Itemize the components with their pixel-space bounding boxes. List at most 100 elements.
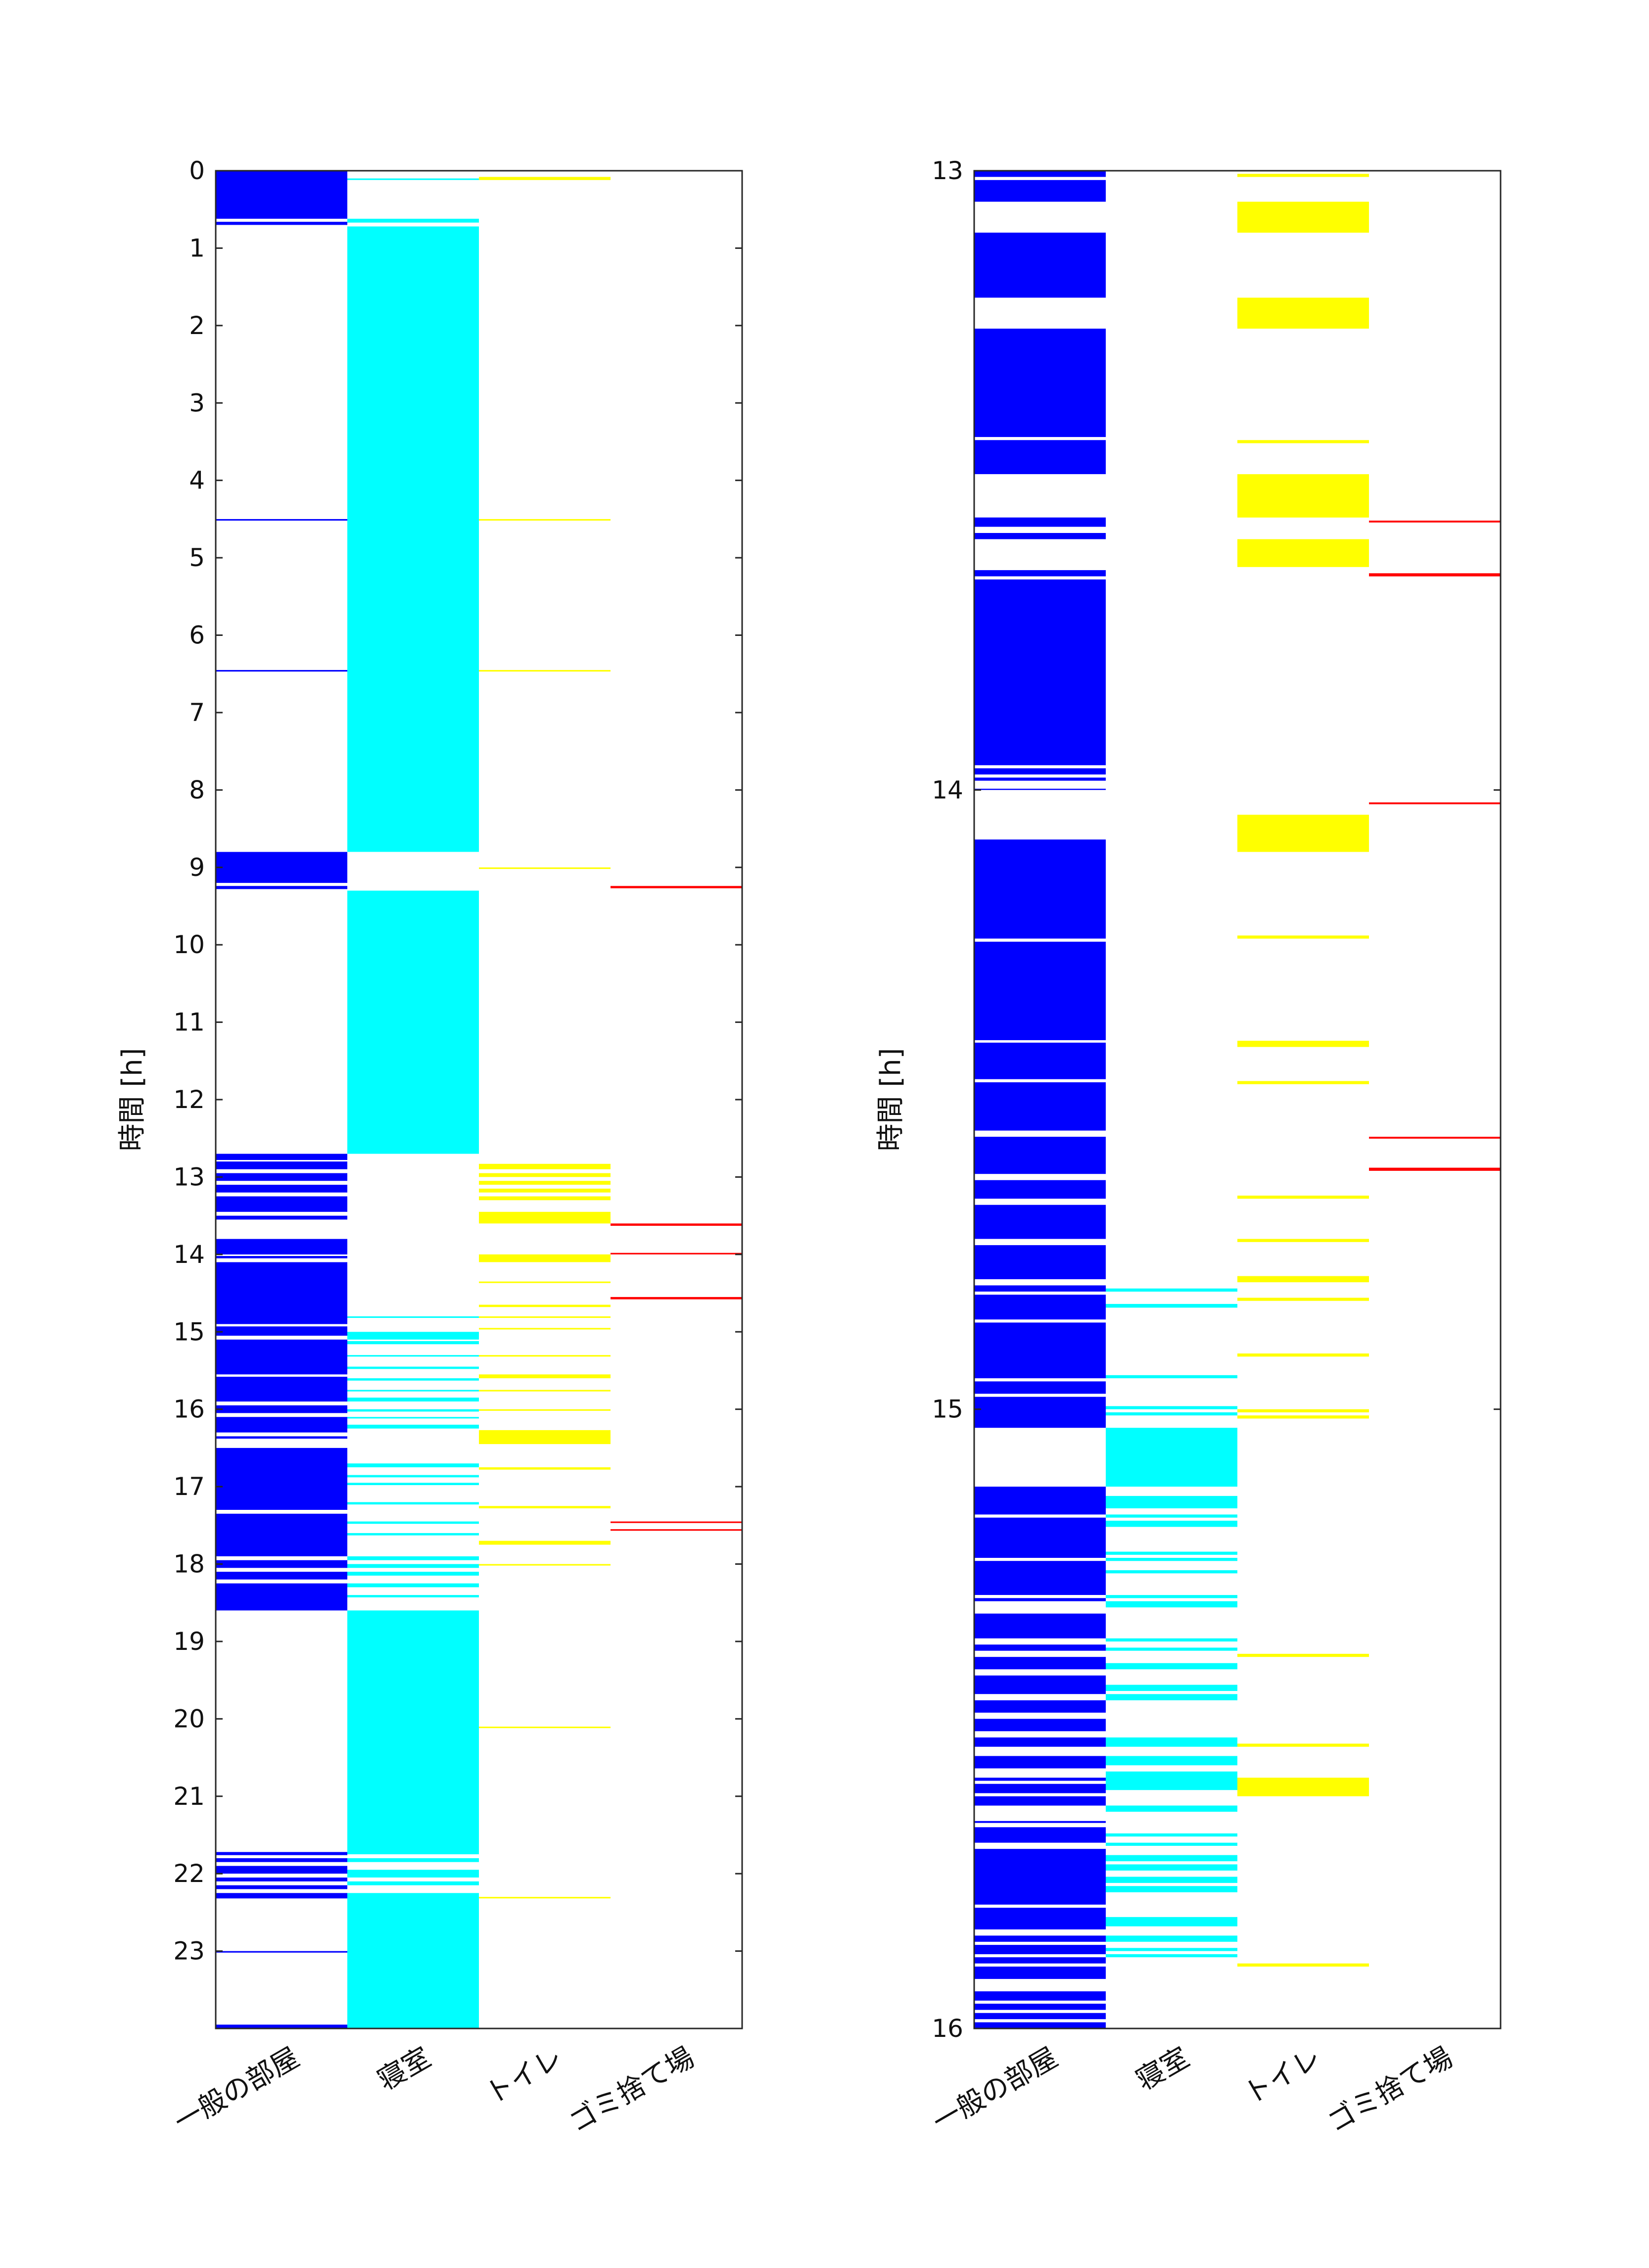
interval-bar-0-3-2 [611, 1253, 742, 1255]
interval-bar-0-2-22 [479, 1541, 611, 1545]
interval-bar-1-1-25 [1106, 1855, 1237, 1862]
interval-bar-1-0-42 [974, 1849, 1106, 1905]
interval-bar-0-0-8 [216, 1173, 347, 1181]
interval-bar-0-0-32 [216, 1951, 347, 1953]
y-tick-label: 9 [189, 853, 205, 882]
interval-bar-0-0-20 [216, 1436, 347, 1439]
interval-bar-0-3-4 [611, 1521, 742, 1523]
y-tick-label: 23 [173, 1937, 205, 1966]
interval-bar-1-1-19 [1106, 1737, 1237, 1747]
category-label: 寝室 [1131, 2041, 1195, 2097]
interval-bar-1-1-7 [1106, 1514, 1237, 1518]
interval-bar-1-1-1 [1106, 1303, 1237, 1308]
interval-bar-1-0-39 [974, 1796, 1106, 1806]
interval-bar-0-0-19 [216, 1417, 347, 1433]
interval-bar-0-3-0 [611, 886, 742, 888]
interval-bar-1-2-6 [1237, 815, 1369, 852]
interval-bar-0-1-13 [347, 1417, 479, 1419]
interval-bar-1-2-12 [1237, 1276, 1369, 1283]
interval-bar-1-0-33 [974, 1700, 1106, 1713]
interval-bar-1-0-3 [974, 329, 1106, 437]
y-tick-label: 20 [173, 1704, 205, 1733]
interval-bar-1-0-31 [974, 1657, 1106, 1670]
interval-bar-1-1-15 [1106, 1647, 1237, 1651]
interval-bar-0-0-15 [216, 1326, 347, 1336]
y-tick-label: 15 [173, 1317, 205, 1346]
interval-bar-1-1-0 [1106, 1288, 1237, 1292]
interval-bar-1-1-14 [1106, 1638, 1237, 1641]
interval-bar-0-2-7 [479, 1188, 611, 1193]
interval-bar-0-2-15 [479, 1355, 611, 1357]
interval-bar-1-0-50 [974, 2013, 1106, 2020]
interval-bar-0-1-1 [347, 219, 479, 223]
y-tick-label: 22 [173, 1859, 205, 1888]
interval-bar-0-1-28 [347, 1870, 479, 1878]
y-tick-label: 19 [173, 1627, 205, 1656]
interval-bar-0-1-26 [347, 1610, 479, 1854]
category-label: トイレ [480, 2041, 568, 2111]
interval-bar-0-1-19 [347, 1521, 479, 1524]
interval-bar-1-0-2 [974, 233, 1106, 298]
interval-bar-1-0-24 [974, 1397, 1106, 1428]
interval-bar-0-2-23 [479, 1564, 611, 1566]
interval-bar-0-0-24 [216, 1572, 347, 1580]
interval-bar-1-2-11 [1237, 1239, 1369, 1242]
y-tick-label: 11 [173, 1008, 205, 1037]
interval-bar-0-0-25 [216, 1583, 347, 1611]
y-tick-label: 14 [173, 1240, 205, 1269]
interval-bar-1-0-45 [974, 1945, 1106, 1954]
interval-bar-1-0-32 [974, 1675, 1106, 1694]
interval-bar-1-0-37 [974, 1778, 1106, 1781]
y-tick-label: 14 [932, 775, 963, 804]
interval-bar-0-2-6 [479, 1181, 611, 1185]
interval-bar-1-1-24 [1106, 1842, 1237, 1846]
category-label: ゴミ捨て場 [1322, 2041, 1458, 2138]
interval-bar-0-2-1 [479, 519, 611, 521]
interval-bar-1-1-29 [1106, 1917, 1237, 1927]
interval-bar-1-2-2 [1237, 297, 1369, 329]
interval-bar-1-1-28 [1106, 1886, 1237, 1892]
interval-bar-0-1-20 [347, 1533, 479, 1536]
interval-bar-0-0-22 [216, 1513, 347, 1556]
interval-bar-1-1-18 [1106, 1694, 1237, 1700]
interval-bar-0-0-10 [216, 1196, 347, 1212]
interval-bar-1-0-4 [974, 440, 1106, 475]
interval-bar-0-2-0 [479, 177, 611, 180]
interval-bar-0-1-18 [347, 1502, 479, 1505]
interval-bar-1-1-16 [1106, 1663, 1237, 1670]
interval-bar-1-0-49 [974, 2003, 1106, 2010]
interval-bar-1-3-2 [1369, 802, 1501, 805]
interval-bar-0-2-13 [479, 1316, 611, 1318]
interval-bar-0-1-27 [347, 1858, 479, 1862]
interval-bar-1-0-9 [974, 768, 1106, 774]
interval-bar-1-1-22 [1106, 1805, 1237, 1812]
interval-bar-0-0-9 [216, 1185, 347, 1193]
y-tick-label: 7 [189, 698, 205, 727]
interval-bar-1-2-16 [1237, 1415, 1369, 1419]
interval-bar-0-2-24 [479, 1727, 611, 1729]
y-tick-label: 6 [189, 621, 205, 650]
interval-bar-1-0-38 [974, 1784, 1106, 1793]
interval-bar-0-0-14 [216, 1262, 347, 1324]
interval-bar-0-3-1 [611, 1223, 742, 1226]
interval-bar-1-0-30 [974, 1644, 1106, 1651]
interval-bar-0-2-2 [479, 670, 611, 672]
left-heatmap-panel: 01234567891011121314151617181920212223時間… [116, 156, 743, 2138]
category-label: 一般の部屋 [927, 2041, 1063, 2138]
y-tick-label: 12 [173, 1085, 205, 1114]
interval-bar-1-0-15 [974, 1082, 1106, 1131]
interval-bar-0-1-10 [347, 1390, 479, 1392]
interval-bar-0-0-29 [216, 1878, 347, 1882]
y-tick-label: 3 [189, 388, 205, 417]
interval-bar-1-3-4 [1369, 1167, 1501, 1171]
interval-bar-0-0-31 [216, 1893, 347, 1899]
category-label: ゴミ捨て場 [564, 2041, 700, 2138]
plot-frame [973, 170, 1502, 2029]
y-axis-title: 時間 [h] [116, 1048, 148, 1152]
interval-bar-1-0-8 [974, 579, 1106, 766]
y-tick-label: 21 [173, 1782, 205, 1811]
category-label: 一般の部屋 [169, 2041, 305, 2138]
interval-bar-0-1-0 [347, 178, 479, 180]
interval-bar-0-2-18 [479, 1409, 611, 1411]
interval-bar-0-0-16 [216, 1339, 347, 1375]
